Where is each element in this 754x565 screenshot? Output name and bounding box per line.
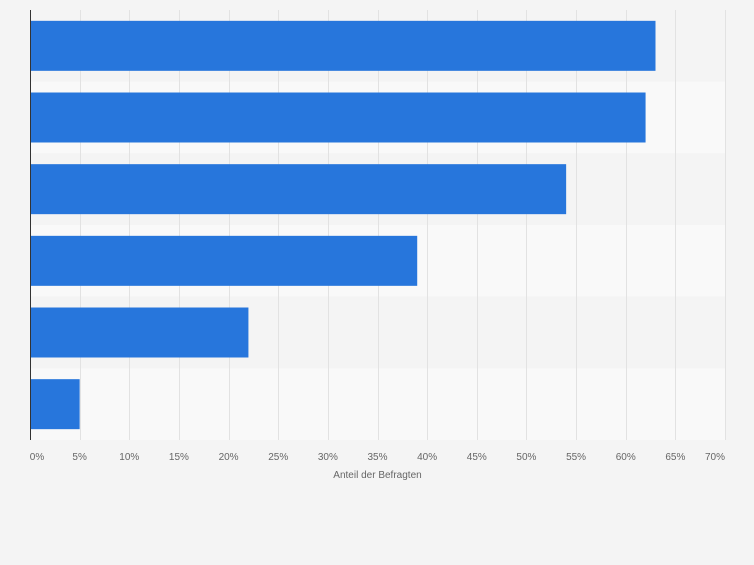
x-tick-label: 45%: [467, 452, 487, 463]
gridlines: [80, 10, 726, 440]
bar[interactable]: [30, 235, 418, 286]
x-tick-label: 50%: [516, 452, 536, 463]
x-tick-label: 35%: [367, 452, 387, 463]
bars: [30, 20, 656, 430]
x-tick-label: 25%: [268, 452, 288, 463]
x-tick-label: 65%: [665, 452, 685, 463]
x-axis-title: Anteil der Befragten: [333, 470, 421, 481]
bar[interactable]: [30, 92, 646, 143]
x-tick-labels: 0% 5% 10% 15% 20% 25% 30% 35% 40% 45% 50% 55% 60% 65%…: [30, 452, 725, 463]
bar[interactable]: [30, 379, 80, 430]
x-tick-label: 0%: [30, 452, 45, 463]
bar[interactable]: [30, 307, 249, 358]
x-tick-label: 70%: [705, 452, 725, 463]
x-tick-label: 55%: [566, 452, 586, 463]
x-tick-label: 30%: [318, 452, 338, 463]
x-tick-label: 15%: [169, 452, 189, 463]
bar[interactable]: [30, 20, 656, 71]
x-tick-label: 40%: [417, 452, 437, 463]
x-tick-label: 10%: [119, 452, 139, 463]
row-band: [30, 368, 725, 440]
row-bands: [30, 10, 725, 440]
bar[interactable]: [30, 164, 567, 215]
x-tick-label: 60%: [616, 452, 636, 463]
x-tick-label: 5%: [72, 452, 87, 463]
x-tick-label: 20%: [219, 452, 239, 463]
